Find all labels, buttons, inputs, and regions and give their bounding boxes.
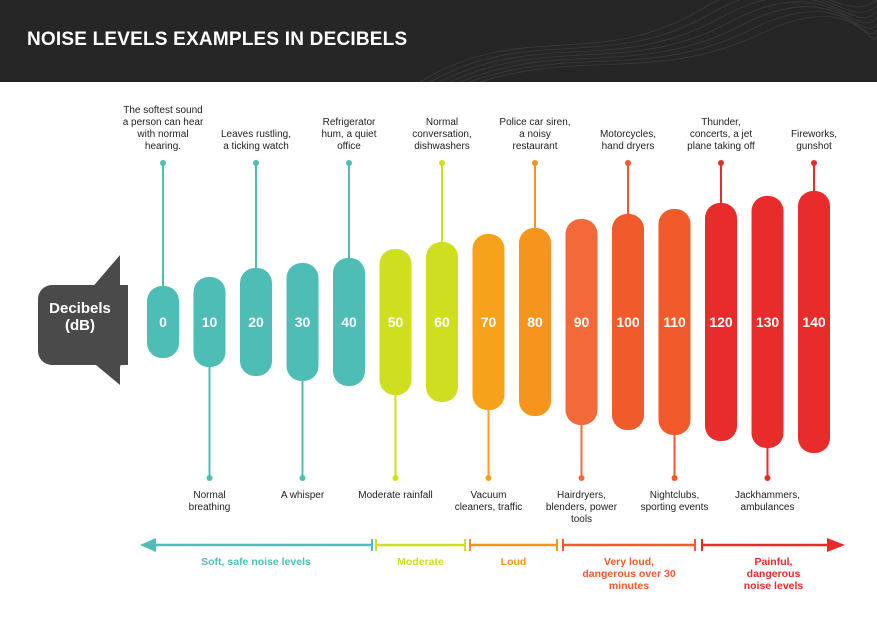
level-value: 80	[527, 314, 543, 330]
page-title: NOISE LEVELS EXAMPLES IN DECIBELS	[27, 29, 408, 50]
level-caption: Refrigerator hum, a quiet office	[321, 117, 377, 152]
speaker-label: Decibels (dB)	[49, 300, 111, 334]
speaker-icon	[38, 255, 128, 385]
level-bar-70	[472, 234, 505, 410]
level-caption: Fireworks, gunshot	[790, 129, 838, 152]
level-bar-80	[519, 228, 551, 416]
level-value: 40	[341, 314, 357, 330]
level-bar-0	[147, 286, 179, 358]
header-wave-decoration	[419, 0, 877, 82]
header-banner: NOISE LEVELS EXAMPLES IN DECIBELS	[0, 0, 877, 82]
level-value: 130	[756, 314, 780, 330]
connector-dot	[253, 160, 259, 166]
level-bar-30	[286, 263, 319, 381]
level-caption: Vacuum cleaners, traffic	[454, 490, 523, 513]
right-arrowhead	[827, 538, 845, 552]
level-bar-120	[705, 203, 737, 441]
level-value: 100	[616, 314, 640, 330]
level-caption: Leaves rustling, a ticking watch	[220, 129, 292, 152]
range-label: Painful, dangerous noise levels	[743, 556, 804, 592]
level-bar-110	[658, 209, 691, 435]
connector-dot	[299, 475, 306, 481]
level-caption: Police car siren, a noisy restaurant	[499, 117, 571, 152]
level-bar-40	[333, 258, 365, 386]
level-value: 30	[295, 314, 311, 330]
level-value: 60	[434, 314, 450, 330]
level-caption: Motorcycles, hand dryers	[599, 129, 657, 152]
connector-dot	[206, 475, 213, 481]
level-value: 140	[802, 314, 826, 330]
range-label: Loud	[500, 556, 527, 568]
level-value: 20	[248, 314, 264, 330]
level-value: 90	[574, 314, 590, 330]
level-bar-20	[240, 268, 272, 376]
level-value: 0	[159, 314, 167, 330]
level-caption: Hairdryers, blenders, power tools	[545, 490, 618, 525]
level-bar-100	[612, 214, 644, 430]
level-caption: Normal conversation, dishwashers	[412, 117, 472, 152]
level-value: 10	[202, 314, 218, 330]
level-value: 120	[709, 314, 733, 330]
level-caption: A whisper	[280, 490, 325, 501]
connector-dot	[578, 475, 585, 481]
level-caption: Jackhammers, ambulances	[734, 490, 800, 513]
connector-dot	[811, 160, 817, 166]
connector-dot	[392, 475, 399, 481]
level-bar-90	[565, 219, 598, 425]
level-caption: Nightclubs, sporting events	[640, 490, 709, 513]
level-caption: Thunder, concerts, a jet plane taking of…	[687, 117, 755, 152]
range-label: Very loud, dangerous over 30 minutes	[582, 556, 676, 592]
level-caption: Moderate rainfall	[358, 490, 433, 501]
level-bar-10	[193, 277, 226, 367]
connector-dot	[160, 160, 166, 166]
range-label: Moderate	[397, 556, 444, 568]
connector-dot	[718, 160, 724, 166]
level-value: 50	[388, 314, 404, 330]
level-bar-140	[798, 191, 830, 453]
connector-dot	[671, 475, 678, 481]
connector-dot	[625, 160, 631, 166]
level-caption: The softest sound a person can hear with…	[122, 105, 204, 152]
connector-dot	[532, 160, 538, 166]
connector-dot	[485, 475, 492, 481]
range-label: Soft, safe noise levels	[201, 556, 311, 568]
level-bar-60	[426, 242, 458, 402]
connector-dot	[764, 475, 771, 481]
level-caption: Normal breathing	[188, 490, 231, 513]
level-bar-50	[379, 249, 412, 395]
connector-dot	[439, 160, 445, 166]
left-arrowhead	[140, 538, 156, 552]
level-bar-130	[751, 196, 784, 448]
level-value: 70	[481, 314, 497, 330]
connector-dot	[346, 160, 352, 166]
level-value: 110	[663, 314, 686, 330]
